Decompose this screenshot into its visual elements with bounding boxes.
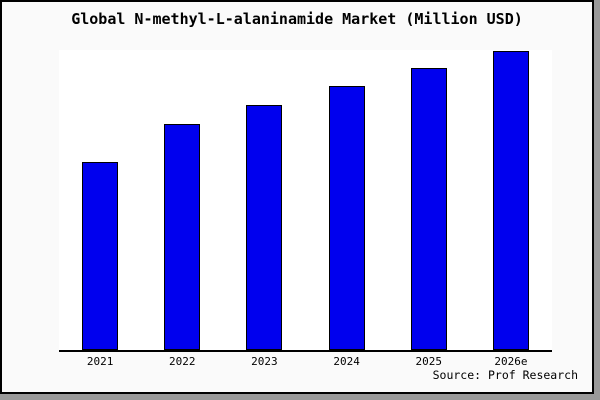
bar-2021 <box>82 161 119 350</box>
x-tick-2025: 2025 <box>415 355 443 368</box>
x-tick-2024: 2024 <box>333 355 360 368</box>
x-tick-2021: 2021 <box>86 355 114 368</box>
bar-2023 <box>246 104 283 350</box>
bar-2024 <box>328 85 365 350</box>
plot-area <box>59 50 552 352</box>
x-tick-2026e: 2026e <box>494 355 528 368</box>
bar-2026e <box>492 50 529 350</box>
x-tick-2023: 2023 <box>251 355 278 368</box>
chart-title: Global N-methyl-L-alaninamide Market (Mi… <box>71 10 523 28</box>
source-credit: Source: Prof Research <box>432 368 578 382</box>
bar-2022 <box>164 123 201 350</box>
bars-container <box>59 50 552 350</box>
chart-frame: Global N-methyl-L-alaninamide Market (Mi… <box>0 0 594 394</box>
bar-2025 <box>410 67 447 350</box>
x-tick-2022: 2022 <box>169 355 196 368</box>
